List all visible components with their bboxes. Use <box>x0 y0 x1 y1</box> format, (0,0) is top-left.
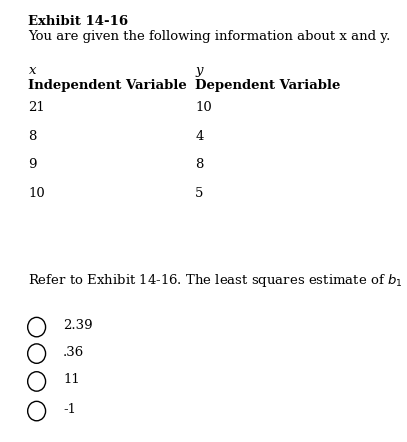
Text: -1: -1 <box>63 403 76 416</box>
Text: 8: 8 <box>28 130 37 142</box>
Text: 9: 9 <box>28 158 37 171</box>
Text: Exhibit 14-16: Exhibit 14-16 <box>28 15 129 27</box>
Text: 2.39: 2.39 <box>63 319 93 332</box>
Text: y: y <box>195 64 203 77</box>
Text: 10: 10 <box>28 187 45 200</box>
Text: 4: 4 <box>195 130 204 142</box>
Text: 8: 8 <box>195 158 204 171</box>
Text: x: x <box>28 64 36 77</box>
Text: Dependent Variable: Dependent Variable <box>195 79 341 91</box>
Text: 21: 21 <box>28 101 45 114</box>
Text: You are given the following information about x and y.: You are given the following information … <box>28 30 391 43</box>
Text: 11: 11 <box>63 373 80 386</box>
Text: Refer to Exhibit 14-16. The least squares estimate of $b_1$ equals _____.: Refer to Exhibit 14-16. The least square… <box>28 272 407 289</box>
Text: Independent Variable: Independent Variable <box>28 79 187 91</box>
Text: 10: 10 <box>195 101 212 114</box>
Text: 5: 5 <box>195 187 204 200</box>
Text: .36: .36 <box>63 346 84 358</box>
